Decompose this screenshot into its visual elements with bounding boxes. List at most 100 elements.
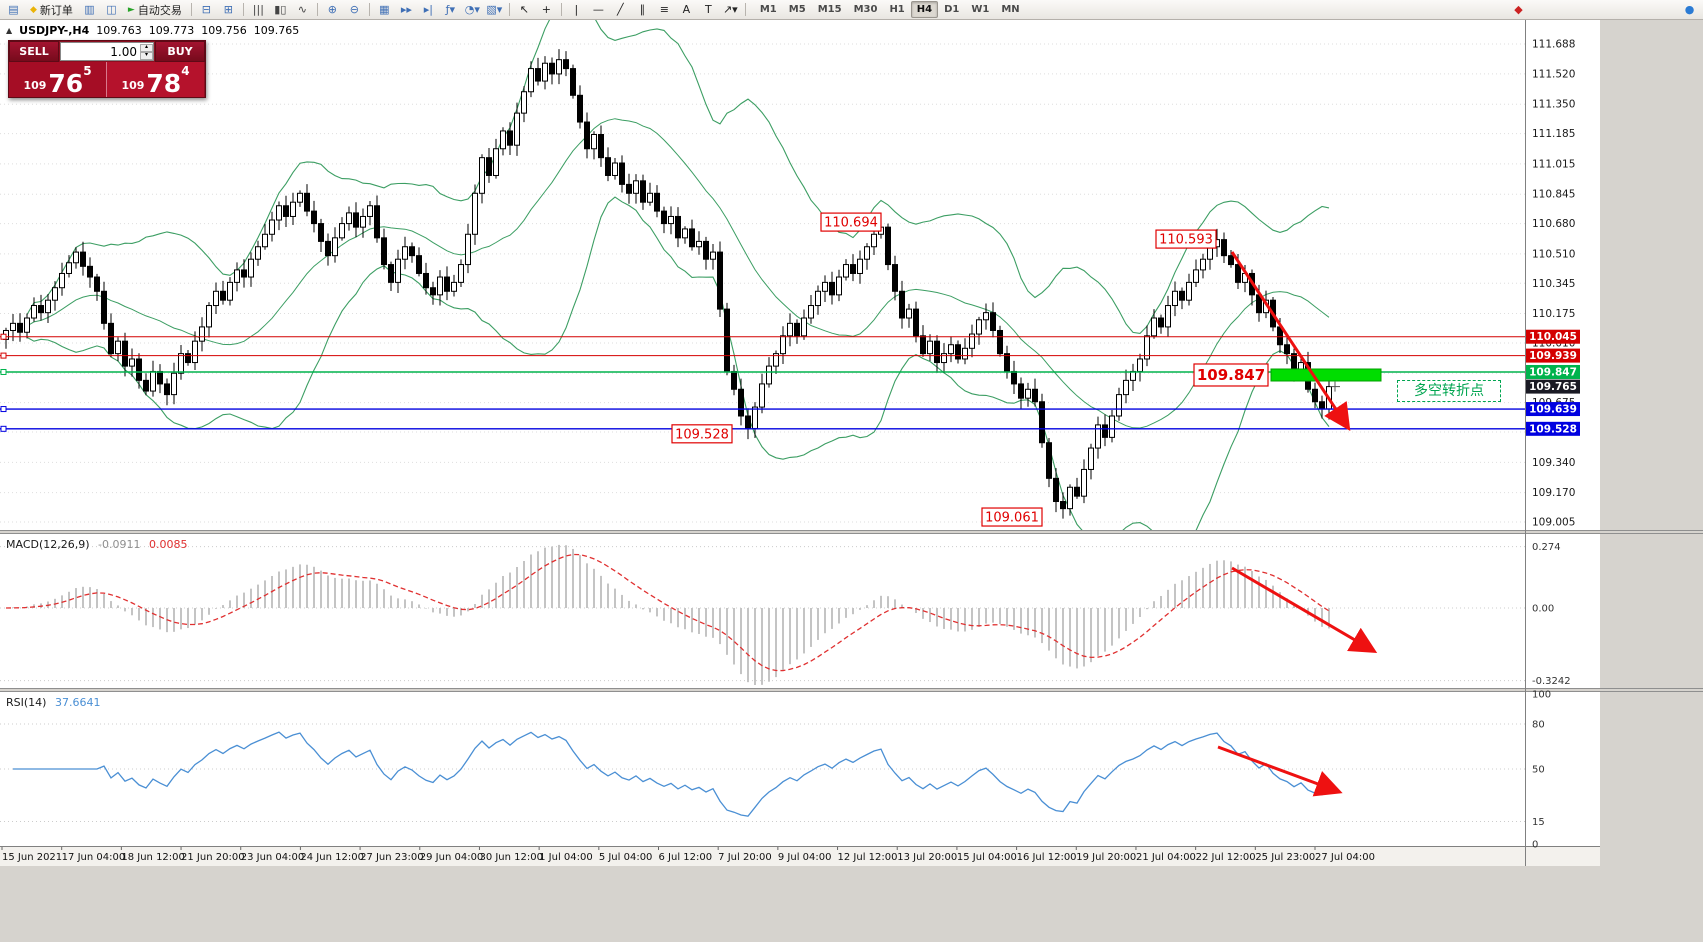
price-annotation-109.061[interactable]: 109.061 [981, 507, 1043, 527]
svg-text:29 Jun 04:00: 29 Jun 04:00 [420, 852, 484, 863]
svg-text:0.274: 0.274 [1532, 542, 1561, 553]
arrows-icon[interactable]: ↗▾ [722, 2, 738, 16]
sell-button[interactable]: SELL [9, 41, 59, 62]
timeframe-switcher: M1 M5 M15 M30 H1 H4 D1 W1 MN [754, 1, 1026, 18]
annotation-turning-point[interactable]: 多空转折点 [1397, 380, 1501, 402]
svg-text:111.688: 111.688 [1532, 39, 1575, 51]
volume-up-button[interactable]: ▴ [140, 43, 153, 52]
svg-text:15: 15 [1532, 817, 1545, 828]
cursor-icon[interactable]: ↖ [519, 2, 529, 16]
rsi-value: 37.6641 [54, 696, 101, 709]
buy-price-pip: 4 [181, 64, 190, 78]
data-window-icon[interactable]: ◫ [106, 2, 117, 16]
price-annotation-110.593[interactable]: 110.593 [1155, 229, 1217, 249]
line-chart-icon[interactable]: ∿ [297, 2, 307, 16]
templates-icon[interactable]: ▧▾ [486, 2, 503, 16]
symbol-ohlc-row: ▲ USDJPY-,H4 109.763 109.773 109.756 109… [6, 24, 299, 37]
one-click-expander-icon[interactable]: ▲ [6, 26, 13, 35]
fibonacci-icon[interactable]: ≡ [659, 2, 669, 16]
trendline-icon[interactable]: ╱ [617, 2, 624, 16]
chart-profiles-icon[interactable]: ▥ [84, 2, 95, 16]
svg-text:18 Jun 12:00: 18 Jun 12:00 [121, 852, 185, 863]
horizontal-line-icon[interactable]: — [592, 2, 604, 16]
vertical-line-icon[interactable]: | [574, 2, 579, 16]
svg-text:110.694: 110.694 [824, 216, 878, 231]
one-click-trading-panel: SELL 1.00 ▴ ▾ BUY 109 76 5 109 78 4 [8, 40, 206, 98]
price-annotation-109.847[interactable]: 109.847 [1193, 363, 1269, 387]
highlight-rectangle[interactable] [1270, 368, 1382, 382]
macd-main-value: -0.0911 [98, 538, 141, 551]
svg-text:24 Jun 12:00: 24 Jun 12:00 [300, 852, 364, 863]
svg-text:109.528: 109.528 [675, 427, 729, 442]
toolbar-separator [368, 3, 370, 16]
timeframe-h4[interactable]: H4 [910, 1, 939, 18]
trend-arrow[interactable] [1217, 745, 1343, 797]
zoom-in-icon[interactable]: ⊕ [327, 2, 337, 16]
channel-icon[interactable]: ∥ [639, 2, 646, 16]
text-label-icon[interactable]: T [704, 2, 712, 16]
svg-text:23 Jun 04:00: 23 Jun 04:00 [241, 852, 305, 863]
bar-chart-icon[interactable]: ||| [252, 2, 264, 16]
svg-text:21 Jun 20:00: 21 Jun 20:00 [181, 852, 245, 863]
auto-scroll-icon[interactable]: ▸▸ [400, 2, 412, 16]
svg-text:111.015: 111.015 [1532, 158, 1575, 170]
svg-text:27 Jul 04:00: 27 Jul 04:00 [1315, 852, 1375, 863]
timeframe-d1[interactable]: D1 [944, 4, 960, 15]
timeframe-w1[interactable]: W1 [971, 4, 990, 15]
timeframe-m1[interactable]: M1 [759, 4, 777, 15]
svg-text:111.350: 111.350 [1532, 99, 1575, 111]
tile-windows-horizontal-icon[interactable]: ⊟ [201, 2, 211, 16]
timeframe-h1[interactable]: H1 [889, 4, 905, 15]
price-tag-110.045: 110.045 [1526, 329, 1580, 344]
autotrading-button-label: 自动交易 [137, 3, 182, 17]
volume-field[interactable]: 1.00 ▴ ▾ [60, 42, 154, 61]
sell-price[interactable]: 109 76 5 [9, 62, 107, 97]
horizontal-line-109.528[interactable] [0, 425, 1525, 432]
indicators-list-icon[interactable]: ƒ▾ [445, 2, 456, 16]
buy-price-handle: 109 [121, 79, 145, 92]
timeframe-m5[interactable]: M5 [788, 4, 806, 15]
crosshair-icon[interactable]: + [541, 2, 551, 16]
chart-shift-icon[interactable]: ▸| [423, 2, 433, 16]
svg-text:-0.3242: -0.3242 [1532, 676, 1571, 687]
zoom-out-icon[interactable]: ⊖ [349, 2, 359, 16]
svg-text:1 Jul 04:00: 1 Jul 04:00 [539, 852, 593, 863]
new-chart-icon[interactable]: ▤ [8, 2, 19, 16]
price-annotation-110.694[interactable]: 110.694 [820, 212, 882, 232]
timeframe-m15[interactable]: M15 [817, 4, 842, 15]
candlestick-chart-icon[interactable]: ▮▯ [274, 2, 287, 16]
svg-text:109.528: 109.528 [1529, 423, 1577, 435]
svg-text:110.680: 110.680 [1532, 218, 1575, 230]
buy-price[interactable]: 109 78 4 [107, 62, 204, 97]
text-icon[interactable]: A [682, 2, 691, 16]
svg-text:110.045: 110.045 [1529, 331, 1577, 343]
horizontal-line-110.045[interactable] [0, 333, 1525, 340]
horizontal-line-109.639[interactable] [0, 406, 1525, 413]
horizontal-line-109.939[interactable] [0, 352, 1525, 359]
svg-text:110.175: 110.175 [1532, 308, 1575, 320]
periods-icon[interactable]: ◔▾ [464, 2, 480, 16]
macd-title: MACD(12,26,9) [6, 538, 90, 551]
svg-text:7 Jul 20:00: 7 Jul 20:00 [718, 852, 772, 863]
tile-windows-vertical-icon[interactable]: ⊞ [223, 2, 233, 16]
trend-arrow[interactable] [1230, 251, 1351, 432]
volume-down-button[interactable]: ▾ [140, 51, 153, 60]
price-annotation-109.528[interactable]: 109.528 [671, 424, 733, 444]
community-icon[interactable]: ◆ [1514, 2, 1523, 16]
help-icon[interactable]: ● [1684, 2, 1695, 16]
trend-arrow[interactable] [1231, 566, 1378, 654]
svg-text:109.061: 109.061 [985, 511, 1039, 526]
svg-text:25 Jul 23:00: 25 Jul 23:00 [1255, 852, 1315, 863]
buy-button[interactable]: BUY [155, 41, 205, 62]
price-tag-109.847: 109.847 [1526, 364, 1580, 379]
grid-icon[interactable]: ▦ [379, 2, 390, 16]
timeframe-m30[interactable]: M30 [853, 4, 878, 15]
volume-stepper: ▴ ▾ [140, 43, 153, 60]
timeframe-mn[interactable]: MN [1001, 4, 1020, 15]
autotrading-button[interactable]: ► 自动交易 [123, 2, 187, 18]
volume-value[interactable]: 1.00 [110, 44, 137, 59]
new-order-button[interactable]: ◆ 新订单 [25, 2, 78, 18]
